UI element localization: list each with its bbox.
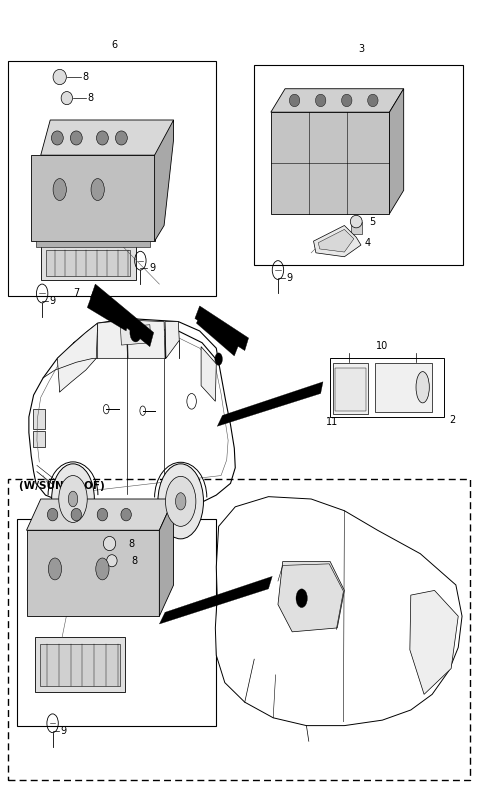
Text: 11: 11 — [326, 417, 338, 427]
Ellipse shape — [350, 216, 362, 227]
Circle shape — [68, 491, 78, 507]
Circle shape — [296, 589, 307, 608]
Text: 9: 9 — [149, 264, 155, 273]
Text: 9: 9 — [49, 296, 55, 306]
Ellipse shape — [342, 94, 352, 107]
Bar — [375, 363, 432, 412]
Polygon shape — [26, 499, 174, 530]
Polygon shape — [29, 327, 235, 511]
Text: 8: 8 — [132, 556, 137, 566]
Polygon shape — [57, 323, 97, 392]
Text: 9: 9 — [60, 726, 66, 736]
Ellipse shape — [289, 94, 300, 107]
Circle shape — [53, 179, 66, 201]
Ellipse shape — [71, 508, 82, 521]
Bar — [41, 246, 136, 280]
Text: 5: 5 — [369, 216, 375, 227]
Bar — [33, 409, 45, 429]
Text: 7: 7 — [73, 288, 80, 298]
Text: 4: 4 — [365, 238, 371, 248]
Polygon shape — [318, 229, 354, 252]
Polygon shape — [31, 155, 155, 241]
Polygon shape — [159, 499, 174, 616]
Circle shape — [48, 558, 61, 580]
Text: 10: 10 — [376, 341, 388, 350]
Circle shape — [96, 558, 109, 580]
Polygon shape — [41, 120, 174, 155]
Bar — [40, 644, 120, 685]
Text: 2: 2 — [449, 416, 455, 426]
Text: 8: 8 — [83, 72, 89, 82]
Bar — [8, 61, 216, 296]
Text: 9: 9 — [287, 273, 293, 283]
Polygon shape — [97, 320, 128, 358]
Circle shape — [158, 464, 204, 539]
Polygon shape — [120, 325, 151, 345]
Circle shape — [91, 179, 104, 201]
Polygon shape — [271, 89, 404, 113]
Polygon shape — [165, 322, 179, 358]
Ellipse shape — [96, 131, 108, 145]
Circle shape — [59, 475, 87, 523]
Text: 1: 1 — [97, 499, 103, 509]
Polygon shape — [159, 576, 272, 624]
Polygon shape — [26, 530, 159, 616]
Polygon shape — [201, 346, 216, 401]
Bar — [350, 222, 362, 234]
Text: (W/SUN ROOF): (W/SUN ROOF) — [19, 481, 105, 491]
Polygon shape — [271, 113, 389, 214]
Circle shape — [215, 353, 222, 365]
Ellipse shape — [107, 555, 117, 567]
Bar — [254, 65, 463, 264]
Polygon shape — [216, 497, 462, 726]
Circle shape — [176, 493, 186, 510]
Ellipse shape — [368, 94, 378, 107]
Text: 6: 6 — [111, 39, 117, 50]
Ellipse shape — [71, 131, 82, 145]
Circle shape — [130, 323, 141, 342]
Bar — [35, 637, 125, 692]
Ellipse shape — [416, 371, 429, 403]
Polygon shape — [217, 382, 323, 427]
Bar — [335, 368, 366, 411]
Polygon shape — [313, 226, 361, 257]
Circle shape — [166, 476, 196, 527]
Ellipse shape — [121, 508, 132, 521]
Polygon shape — [389, 89, 404, 214]
Bar — [330, 358, 444, 417]
Ellipse shape — [315, 94, 326, 107]
Text: 8: 8 — [87, 93, 93, 103]
Bar — [8, 479, 470, 781]
Bar — [33, 431, 45, 447]
Polygon shape — [278, 561, 344, 632]
Text: 3: 3 — [358, 43, 364, 54]
Polygon shape — [91, 284, 154, 346]
Polygon shape — [127, 320, 165, 358]
Polygon shape — [195, 306, 249, 350]
Bar — [17, 519, 216, 726]
Polygon shape — [410, 590, 458, 694]
Ellipse shape — [103, 537, 116, 551]
Ellipse shape — [51, 131, 63, 145]
Polygon shape — [196, 312, 239, 356]
Bar — [47, 250, 130, 275]
Bar — [333, 363, 368, 414]
Polygon shape — [87, 292, 130, 331]
Text: 8: 8 — [129, 538, 134, 549]
Ellipse shape — [61, 91, 72, 105]
Ellipse shape — [97, 508, 108, 521]
Ellipse shape — [53, 69, 66, 85]
Circle shape — [52, 464, 95, 534]
Ellipse shape — [116, 131, 127, 145]
Polygon shape — [155, 120, 174, 241]
Polygon shape — [36, 241, 150, 247]
Ellipse shape — [48, 508, 58, 521]
